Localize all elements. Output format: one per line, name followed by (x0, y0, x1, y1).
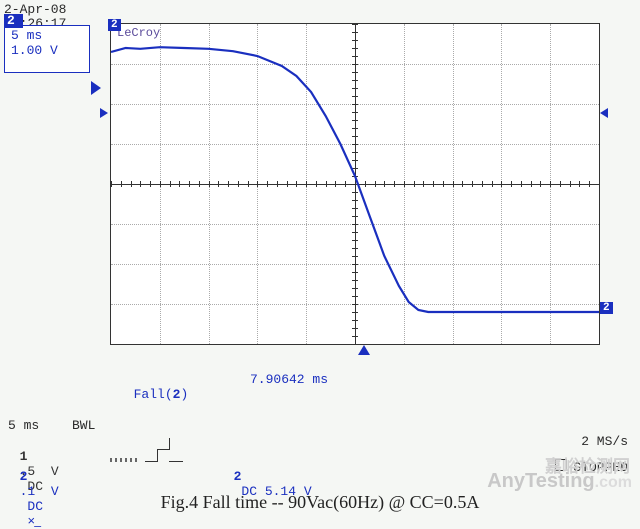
channel-box-arrow (91, 81, 101, 95)
measure-value: 7.90642 ms (250, 372, 328, 387)
oscilloscope-plot: LeCroy (110, 23, 600, 345)
sweep-timebase: 5 ms (8, 418, 39, 433)
ch2-num: 2 (20, 469, 28, 484)
channel-info-box: 5 ms 1.00 V (4, 25, 90, 73)
watermark-suffix: .com (595, 474, 632, 491)
step-glyph (145, 448, 185, 462)
channel-timebase: 5 ms (11, 28, 83, 43)
channel-number-tab: 2 (4, 14, 23, 28)
watermark-en: AnyTesting.com (487, 470, 632, 493)
trace-end-tag: 2 (600, 302, 613, 314)
measure-name: Fall( (134, 387, 173, 402)
ch2-ground-icon: ×͟ (27, 514, 35, 529)
right-cursor-marker (600, 108, 608, 118)
left-cursor-marker (100, 108, 108, 118)
measure-label: Fall(2) (118, 372, 188, 402)
figure-caption: Fig.4 Fall time -- 90Vac(60Hz) @ CC=0.5A (0, 492, 640, 513)
trigger-marker (358, 345, 370, 355)
sample-rate: 2 MS/s (581, 434, 628, 449)
trace-start-tag: 2 (108, 19, 121, 31)
scope-brand-label: LeCroy (117, 26, 160, 40)
measure-close: ) (180, 387, 188, 402)
channel-volts: 1.00 V (11, 43, 83, 58)
bandwidth-label: BWL (72, 418, 95, 433)
ch2-dot-strip (110, 458, 140, 462)
ch2-offset-num: 2 (234, 469, 242, 484)
watermark-main: AnyTesting (487, 470, 594, 492)
